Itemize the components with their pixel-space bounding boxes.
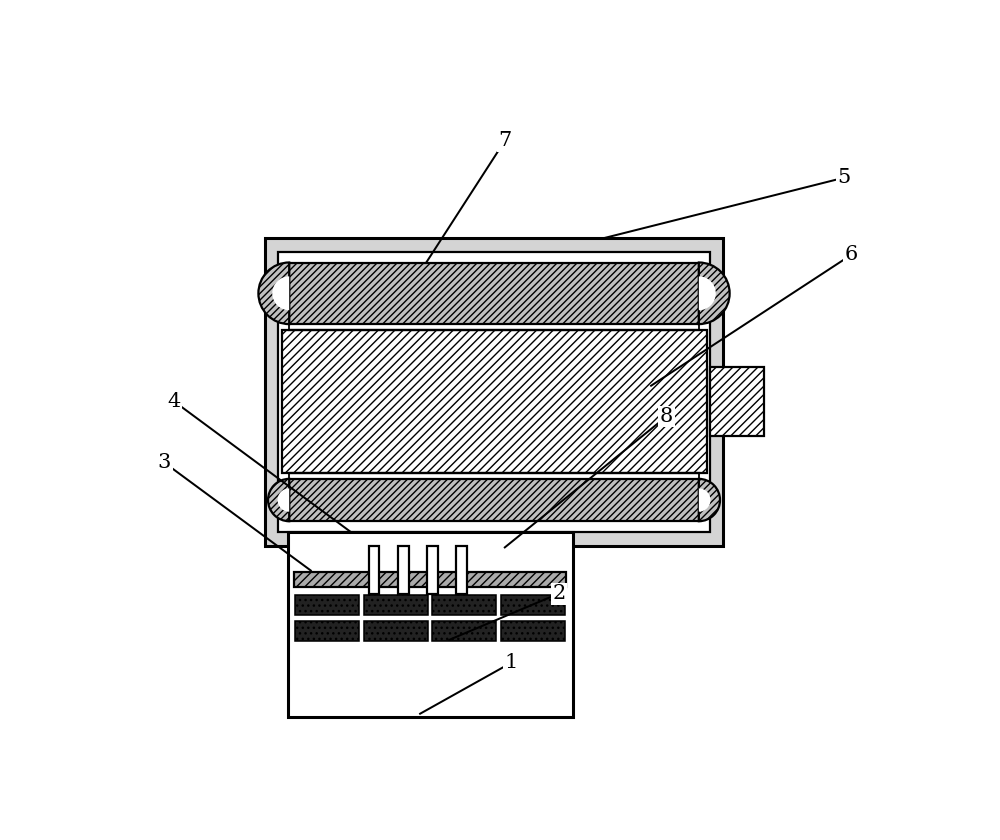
Bar [501,622,565,642]
Bar [294,572,566,587]
Bar [432,595,496,615]
Bar [295,595,359,615]
Text: 4: 4 [167,391,180,411]
Wedge shape [699,276,716,310]
Text: 3: 3 [158,454,171,472]
Bar [364,595,428,615]
Bar [456,546,467,594]
Text: 2: 2 [552,584,565,603]
Bar [282,330,707,473]
Wedge shape [699,262,730,324]
Wedge shape [699,479,720,521]
Text: 1: 1 [504,654,518,672]
Bar [432,622,496,642]
Bar [295,622,359,642]
Wedge shape [268,479,289,521]
Bar [289,479,699,521]
Bar [289,262,699,521]
Bar [398,546,409,594]
Bar [710,367,764,436]
Bar [364,622,428,642]
Wedge shape [258,262,289,324]
Bar [369,546,379,594]
Wedge shape [278,488,289,512]
Text: 8: 8 [660,407,673,426]
Text: 5: 5 [837,168,850,187]
Wedge shape [699,488,710,512]
Bar [289,262,699,324]
Bar [427,546,438,594]
Bar [265,238,723,546]
Bar [288,532,573,717]
Bar [278,252,710,532]
Text: 7: 7 [498,131,511,150]
Text: 6: 6 [845,245,858,265]
Wedge shape [272,276,289,310]
Bar [501,595,565,615]
